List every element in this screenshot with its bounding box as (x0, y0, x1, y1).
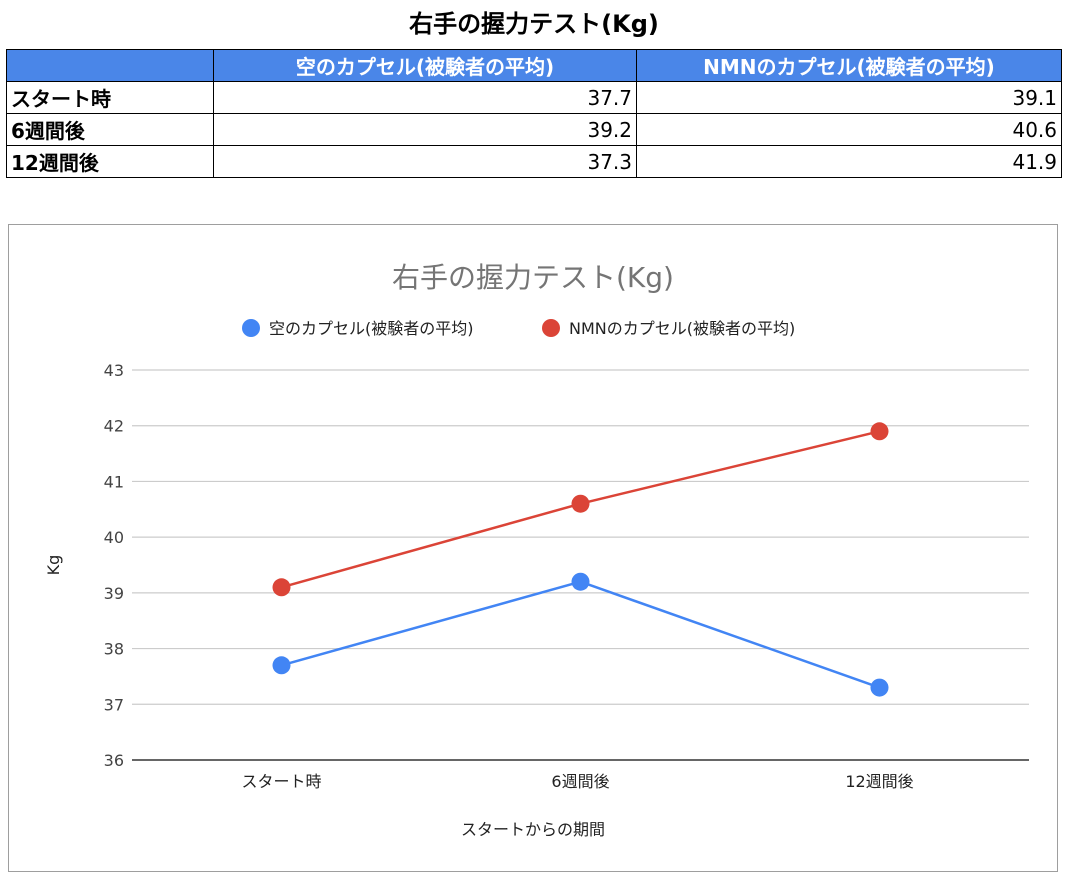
y-tick-label: 36 (104, 751, 124, 770)
gridlines (132, 369, 1029, 761)
table-row: 12週間後 37.3 41.9 (6, 145, 1062, 178)
table-row: 6週間後 39.2 40.6 (6, 113, 1062, 146)
data-point (272, 656, 291, 675)
legend-label: 空のカプセル(被験者の平均) (269, 319, 474, 338)
x-axis-label: スタートからの期間 (461, 820, 605, 839)
data-table: 空のカプセル(被験者の平均) NMNのカプセル(被験者の平均) スタート時 37… (6, 49, 1062, 178)
data-point (870, 422, 889, 441)
data-point (571, 572, 590, 591)
y-tick-label: 43 (104, 361, 124, 380)
y-axis-label: Kg (44, 555, 63, 576)
table-header-nmn: NMNのカプセル(被験者の平均) (636, 49, 1062, 82)
table-row: スタート時 37.7 39.1 (6, 81, 1062, 114)
chart-title: 右手の握力テスト(Kg) (392, 261, 674, 294)
cell-placebo: 37.3 (213, 145, 637, 178)
cell-placebo: 37.7 (213, 81, 637, 114)
cell-nmn: 39.1 (636, 81, 1062, 114)
chart-container: 右手の握力テスト(Kg) 空のカプセル(被験者の平均) NMNのカプセル(被験者の… (8, 224, 1058, 872)
y-tick-label: 42 (104, 417, 124, 436)
y-axis-ticks: 36 37 38 39 40 41 42 43 (104, 361, 124, 770)
data-point (272, 578, 291, 597)
document-title: 右手の握力テスト(Kg) (409, 10, 659, 38)
table-header-row: 空のカプセル(被験者の平均) NMNのカプセル(被験者の平均) (6, 49, 1062, 82)
row-label: 12週間後 (6, 145, 214, 178)
series-line-1 (281, 580, 880, 689)
legend-label: NMNのカプセル(被験者の平均) (569, 319, 795, 338)
x-tick-label: 12週間後 (845, 772, 913, 791)
y-tick-label: 41 (104, 472, 124, 491)
row-label: 6週間後 (6, 113, 214, 146)
y-tick-label: 39 (104, 584, 124, 603)
legend-marker (242, 319, 260, 337)
line-chart: 右手の握力テスト(Kg) 空のカプセル(被験者の平均) NMNのカプセル(被験者の… (44, 261, 1029, 839)
data-point (571, 494, 590, 513)
x-tick-label: スタート時 (241, 772, 321, 791)
table-header-empty (6, 49, 214, 82)
cell-placebo: 39.2 (213, 113, 637, 146)
legend: 空のカプセル(被験者の平均) NMNのカプセル(被験者の平均) (242, 319, 795, 338)
cell-nmn: 40.6 (636, 113, 1062, 146)
data-point (870, 678, 889, 697)
x-axis-ticks: スタート時 6週間後 12週間後 (241, 772, 913, 791)
series-points (272, 422, 889, 697)
y-tick-label: 38 (104, 640, 124, 659)
table-header-placebo: 空のカプセル(被験者の平均) (213, 49, 637, 82)
legend-marker (542, 319, 560, 337)
row-label: スタート時 (6, 81, 214, 114)
x-tick-label: 6週間後 (551, 772, 609, 791)
y-tick-label: 40 (104, 528, 124, 547)
cell-nmn: 41.9 (636, 145, 1062, 178)
y-tick-label: 37 (104, 695, 124, 714)
